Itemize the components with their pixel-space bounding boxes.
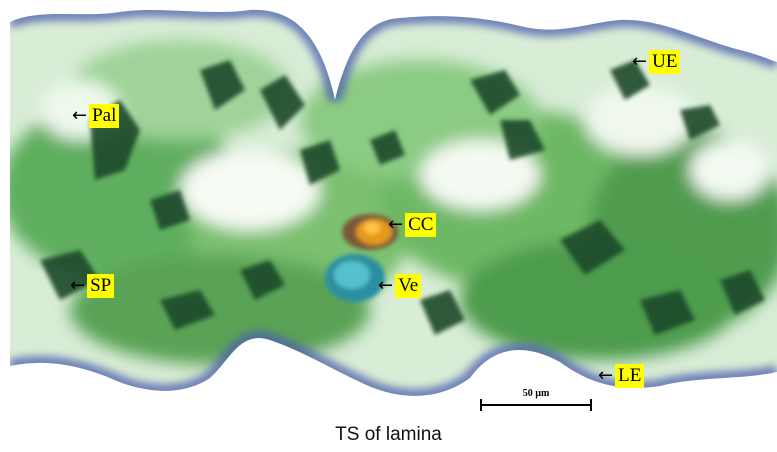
arrow-left-icon: ← (378, 275, 394, 296)
scale-bar: 50 µm (480, 388, 592, 412)
label-cc-text: CC (405, 213, 437, 237)
scale-bar-line (480, 404, 592, 406)
scale-bar-text: 50 µm (522, 388, 550, 399)
arrow-left-icon: ← (70, 275, 86, 296)
label-ve-text: Ve (395, 274, 422, 298)
label-sp: ← SP (70, 274, 115, 298)
scale-bar-tick-right (590, 399, 592, 411)
arrow-left-icon: ← (632, 51, 648, 72)
label-le-text: LE (615, 364, 645, 388)
label-le: ← LE (598, 364, 645, 388)
scale-bar-tick-left (480, 399, 482, 411)
label-sp-text: SP (87, 274, 115, 298)
arrow-left-icon: ← (388, 214, 404, 235)
figure-caption: TS of lamina (335, 424, 442, 445)
label-ve: ← Ve (378, 274, 422, 298)
arrow-left-icon: ← (72, 105, 88, 126)
label-ue: ← UE (632, 50, 681, 74)
label-pal: ← Pal (72, 104, 120, 128)
label-pal-text: Pal (89, 104, 120, 128)
label-ue-text: UE (649, 50, 681, 74)
label-cc: ← CC (388, 213, 437, 237)
arrow-left-icon: ← (598, 365, 614, 386)
micrograph-image (10, 9, 777, 396)
